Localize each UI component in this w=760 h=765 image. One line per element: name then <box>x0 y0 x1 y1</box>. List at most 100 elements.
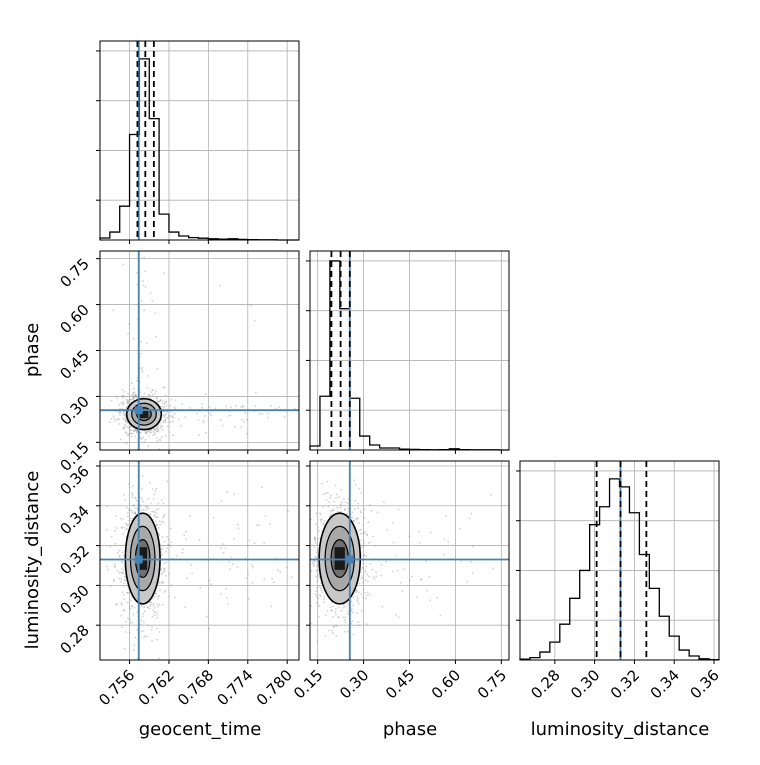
scatter-point-phase-vs-geocent_time <box>221 424 224 427</box>
scatter-point-luminosity_distance-vs-phase <box>471 572 474 574</box>
scatter-point-luminosity_distance-vs-phase <box>336 506 339 509</box>
scatter-point-luminosity_distance-vs-geocent_time <box>135 513 137 515</box>
scatter-point-luminosity_distance-vs-geocent_time <box>153 493 156 496</box>
scatter-point-luminosity_distance-vs-geocent_time <box>120 615 123 617</box>
scatter-point-luminosity_distance-vs-geocent_time <box>155 509 158 511</box>
scatter-point-phase-vs-geocent_time <box>140 437 143 440</box>
scatter-point-luminosity_distance-vs-phase <box>314 537 317 540</box>
scatter-point-luminosity_distance-vs-geocent_time <box>163 591 166 594</box>
hist-frame-phase <box>309 250 510 451</box>
scatter-point-luminosity_distance-vs-geocent_time <box>118 577 121 580</box>
scatter-point-luminosity_distance-vs-geocent_time <box>144 635 147 638</box>
scatter-point-luminosity_distance-vs-phase <box>335 493 338 496</box>
scatter-point-luminosity_distance-vs-geocent_time <box>123 579 126 581</box>
scatter-point-phase-vs-geocent_time <box>157 425 159 428</box>
scatter-point-phase-vs-geocent_time <box>174 407 177 410</box>
scatter-point-luminosity_distance-vs-geocent_time <box>110 535 113 538</box>
scatter-point-luminosity_distance-vs-phase <box>312 565 315 567</box>
scatter-point-luminosity_distance-vs-geocent_time <box>157 507 160 510</box>
scatter-point-luminosity_distance-vs-phase <box>312 562 315 565</box>
scatter-point-luminosity_distance-vs-geocent_time <box>130 599 133 602</box>
scatter-point-phase-vs-geocent_time <box>129 425 132 427</box>
scatter-point-luminosity_distance-vs-geocent_time <box>162 521 165 524</box>
scatter-point-luminosity_distance-vs-geocent_time <box>136 499 138 502</box>
scatter-point-luminosity_distance-vs-phase <box>326 491 329 494</box>
scatter-point-luminosity_distance-vs-phase <box>347 630 349 633</box>
scatter-point-luminosity_distance-vs-phase <box>316 538 319 541</box>
scatter-point-phase-vs-geocent_time <box>135 431 138 434</box>
scatter-point-luminosity_distance-vs-geocent_time <box>161 580 164 583</box>
scatter-point-luminosity_distance-vs-geocent_time <box>166 535 169 538</box>
scatter-point-luminosity_distance-vs-geocent_time <box>159 581 161 584</box>
scatter-point-luminosity_distance-vs-phase <box>358 529 361 531</box>
scatter-point-phase-vs-geocent_time <box>142 396 145 399</box>
scatter-point-luminosity_distance-vs-geocent_time <box>155 512 158 514</box>
scatter-point-phase-vs-geocent_time <box>119 414 121 416</box>
scatter-point-luminosity_distance-vs-phase <box>335 635 338 638</box>
density-peak-luminosity_distance-vs-phase <box>334 547 345 570</box>
scatter-point-luminosity_distance-vs-geocent_time <box>159 523 162 526</box>
scatter-point-luminosity_distance-vs-geocent_time <box>131 605 134 607</box>
scatter-point-luminosity_distance-vs-phase <box>492 567 494 570</box>
scatter-point-luminosity_distance-vs-geocent_time <box>247 598 250 600</box>
scatter-point-luminosity_distance-vs-geocent_time <box>253 542 256 544</box>
scatter-point-phase-vs-geocent_time <box>242 405 244 407</box>
scatter-point-luminosity_distance-vs-geocent_time <box>134 511 136 513</box>
scatter-point-luminosity_distance-vs-phase <box>320 587 322 590</box>
scatter-point-phase-vs-geocent_time <box>219 418 222 421</box>
scatter-point-luminosity_distance-vs-geocent_time <box>161 548 164 551</box>
scatter-point-luminosity_distance-vs-phase <box>370 510 373 512</box>
scatter-point-luminosity_distance-vs-geocent_time <box>141 615 144 618</box>
scatter-point-phase-vs-geocent_time <box>154 428 157 431</box>
scatter-point-luminosity_distance-vs-phase <box>368 575 370 578</box>
scatter-point-phase-vs-geocent_time <box>156 437 159 440</box>
scatter-point-luminosity_distance-vs-phase <box>331 509 334 511</box>
scatter-point-luminosity_distance-vs-geocent_time <box>167 573 170 575</box>
scatter-point-luminosity_distance-vs-geocent_time <box>163 570 166 573</box>
scatter-point-luminosity_distance-vs-geocent_time <box>120 560 123 563</box>
scatter-point-phase-vs-geocent_time <box>125 398 127 401</box>
scatter-point-luminosity_distance-vs-phase <box>369 504 371 506</box>
scatter-point-luminosity_distance-vs-geocent_time <box>156 616 158 619</box>
scatter-point-luminosity_distance-vs-geocent_time <box>168 543 170 546</box>
scatter-point-luminosity_distance-vs-phase <box>429 599 431 602</box>
scatter-point-phase-vs-geocent_time <box>124 420 127 422</box>
scatter-point-luminosity_distance-vs-phase <box>344 621 347 624</box>
scatter-point-luminosity_distance-vs-geocent_time <box>140 496 143 499</box>
scatter-point-phase-vs-geocent_time <box>159 399 162 401</box>
scatter-point-luminosity_distance-vs-geocent_time <box>158 631 161 633</box>
scatter-point-luminosity_distance-vs-geocent_time <box>154 593 157 595</box>
scatter-point-luminosity_distance-vs-geocent_time <box>277 569 279 572</box>
scatter-point-phase-vs-geocent_time <box>130 432 133 435</box>
scatter-point-luminosity_distance-vs-phase <box>356 517 359 520</box>
scatter-point-luminosity_distance-vs-geocent_time <box>149 514 152 516</box>
scatter-point-luminosity_distance-vs-phase <box>362 562 365 564</box>
scatter-point-luminosity_distance-vs-geocent_time <box>157 502 160 505</box>
scatter-point-luminosity_distance-vs-phase <box>315 575 317 578</box>
scatter-point-luminosity_distance-vs-geocent_time <box>129 632 131 634</box>
scatter-point-luminosity_distance-vs-geocent_time <box>251 581 254 584</box>
scatter-point-phase-vs-geocent_time <box>208 406 211 408</box>
scatter-point-luminosity_distance-vs-geocent_time <box>144 610 146 613</box>
scatter-point-phase-vs-geocent_time <box>121 397 124 399</box>
scatter-point-luminosity_distance-vs-geocent_time <box>181 551 184 554</box>
scatter-point-luminosity_distance-vs-geocent_time <box>132 648 135 651</box>
scatter-point-phase-vs-geocent_time <box>136 379 138 382</box>
scatter-point-phase-vs-geocent_time <box>122 395 125 398</box>
scatter-point-phase-vs-geocent_time <box>198 434 200 437</box>
scatter-point-phase-vs-geocent_time <box>278 406 280 409</box>
scatter-point-phase-vs-geocent_time <box>145 431 148 434</box>
scatter-point-phase-vs-geocent_time <box>123 401 125 403</box>
scatter-point-luminosity_distance-vs-geocent_time <box>122 609 125 611</box>
scatter-point-phase-vs-geocent_time <box>149 431 152 434</box>
scatter-point-luminosity_distance-vs-phase <box>365 565 368 568</box>
scatter-point-luminosity_distance-vs-geocent_time <box>236 566 239 569</box>
scatter-point-luminosity_distance-vs-geocent_time <box>143 606 145 609</box>
scatter-point-luminosity_distance-vs-phase <box>359 533 362 535</box>
scatter-point-luminosity_distance-vs-geocent_time <box>124 620 127 623</box>
scatter-point-luminosity_distance-vs-geocent_time <box>147 507 150 510</box>
scatter-point-luminosity_distance-vs-phase <box>397 616 400 618</box>
scatter-point-luminosity_distance-vs-geocent_time <box>182 548 185 551</box>
scatter-point-luminosity_distance-vs-phase <box>321 591 323 593</box>
scatter-point-luminosity_distance-vs-phase <box>362 575 364 578</box>
